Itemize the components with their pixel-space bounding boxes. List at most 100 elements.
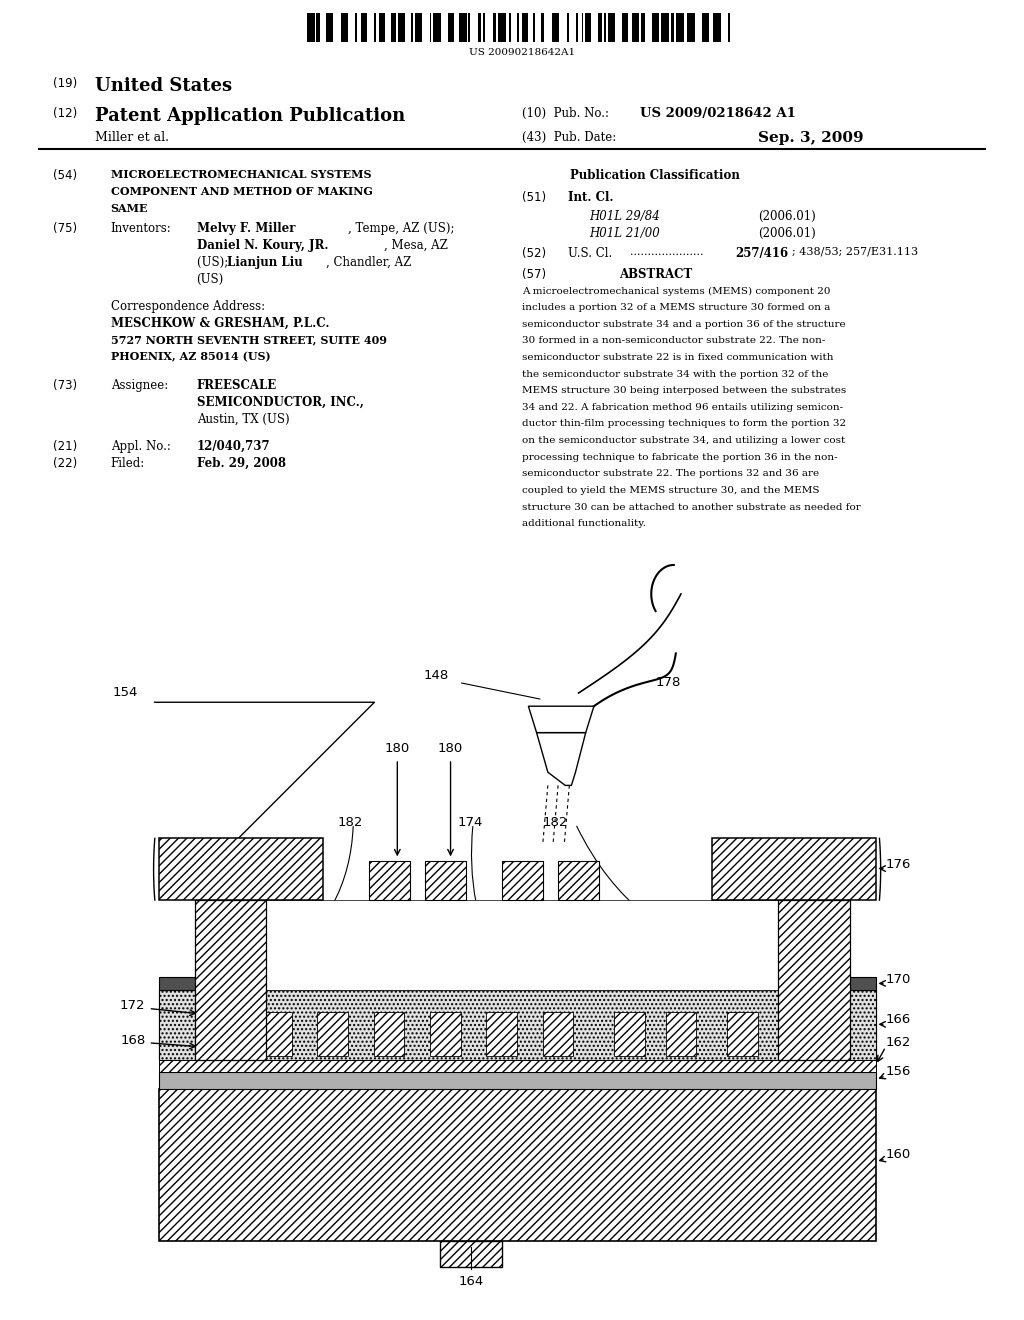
Text: Austin, TX (US): Austin, TX (US): [197, 413, 289, 426]
Text: Inventors:: Inventors:: [111, 222, 171, 235]
Bar: [702, 13, 710, 42]
Text: on the semiconductor substrate 34, and utilizing a lower cost: on the semiconductor substrate 34, and u…: [522, 436, 846, 445]
Bar: [159, 1072, 876, 1089]
Bar: [598, 13, 602, 42]
Text: Daniel N. Koury, JR.: Daniel N. Koury, JR.: [197, 239, 328, 252]
Bar: [478, 13, 481, 42]
Text: MICROELECTROMECHANICAL SYSTEMS: MICROELECTROMECHANICAL SYSTEMS: [111, 169, 371, 180]
Bar: [582, 13, 584, 42]
Bar: [641, 13, 644, 42]
Text: Patent Application Publication: Patent Application Publication: [95, 107, 406, 125]
Text: PHOENIX, AZ 85014 (US): PHOENIX, AZ 85014 (US): [111, 351, 270, 362]
Text: (43)  Pub. Date:: (43) Pub. Date:: [522, 131, 616, 144]
Bar: [652, 13, 659, 42]
Text: ABSTRACT: ABSTRACT: [618, 268, 692, 281]
Text: Int. Cl.: Int. Cl.: [568, 191, 613, 205]
Bar: [662, 13, 669, 42]
Bar: [429, 13, 431, 42]
Text: Miller et al.: Miller et al.: [95, 131, 169, 144]
Bar: [433, 13, 440, 42]
Text: 180: 180: [438, 742, 463, 755]
Bar: [502, 861, 543, 900]
Text: US 20090218642A1: US 20090218642A1: [469, 48, 575, 57]
Text: SEMICONDUCTOR, INC.,: SEMICONDUCTOR, INC.,: [197, 396, 364, 409]
Text: Correspondence Address:: Correspondence Address:: [111, 300, 265, 313]
Text: 12/040,737: 12/040,737: [197, 440, 270, 453]
Text: Melvy F. Miller: Melvy F. Miller: [197, 222, 295, 235]
Text: processing technique to fabricate the portion 36 in the non-: processing technique to fabricate the po…: [522, 453, 838, 462]
Text: COMPONENT AND METHOD OF MAKING: COMPONENT AND METHOD OF MAKING: [111, 186, 373, 197]
Bar: [195, 900, 266, 1060]
Text: 180: 180: [385, 742, 410, 755]
Text: 162: 162: [886, 1036, 911, 1049]
Text: additional functionality.: additional functionality.: [522, 519, 646, 528]
Text: (US);: (US);: [197, 256, 231, 269]
Bar: [361, 13, 367, 42]
Text: 154: 154: [113, 686, 138, 700]
Bar: [369, 861, 410, 900]
Text: 34 and 22. A fabrication method 96 entails utilizing semicon-: 34 and 22. A fabrication method 96 entai…: [522, 403, 844, 412]
Bar: [261, 1012, 292, 1056]
Text: (2006.01): (2006.01): [758, 210, 815, 223]
Text: United States: United States: [95, 77, 232, 95]
Bar: [534, 13, 536, 42]
Text: H01L 21/00: H01L 21/00: [589, 227, 659, 240]
Bar: [380, 13, 385, 42]
Bar: [614, 1012, 645, 1056]
Text: 30 formed in a non-semiconductor substrate 22. The non-: 30 formed in a non-semiconductor substra…: [522, 337, 825, 346]
Text: 156: 156: [886, 1065, 911, 1078]
Text: (12): (12): [53, 107, 78, 120]
Bar: [326, 13, 333, 42]
Bar: [355, 13, 357, 42]
Text: 164: 164: [459, 1275, 483, 1288]
Text: includes a portion 32 of a MEMS structure 30 formed on a: includes a portion 32 of a MEMS structur…: [522, 304, 830, 312]
Text: semiconductor substrate 22. The portions 32 and 36 are: semiconductor substrate 22. The portions…: [522, 470, 819, 478]
Text: (52): (52): [522, 247, 547, 260]
Bar: [566, 13, 568, 42]
Bar: [671, 13, 674, 42]
Text: H01L 29/84: H01L 29/84: [589, 210, 659, 223]
Bar: [541, 13, 545, 42]
Bar: [449, 13, 454, 42]
Text: (21): (21): [53, 440, 78, 453]
Text: MEMS structure 30 being interposed between the substrates: MEMS structure 30 being interposed betwe…: [522, 387, 847, 395]
Text: semiconductor substrate 34 and a portion 36 of the structure: semiconductor substrate 34 and a portion…: [522, 319, 846, 329]
Text: SAME: SAME: [111, 203, 148, 214]
Text: Feb. 29, 2008: Feb. 29, 2008: [197, 457, 286, 470]
Text: Sep. 3, 2009: Sep. 3, 2009: [758, 131, 863, 145]
Bar: [522, 13, 527, 42]
Bar: [430, 1012, 461, 1056]
Text: Filed:: Filed:: [111, 457, 144, 470]
Bar: [159, 1060, 876, 1072]
Text: 170: 170: [886, 973, 911, 986]
Text: ductor thin-film processing techniques to form the portion 32: ductor thin-film processing techniques t…: [522, 420, 847, 429]
Bar: [159, 838, 323, 900]
Text: MESCHKOW & GRESHAM, P.L.C.: MESCHKOW & GRESHAM, P.L.C.: [111, 317, 329, 330]
Bar: [727, 1012, 758, 1056]
Bar: [632, 13, 639, 42]
Text: the semiconductor substrate 34 with the portion 32 of the: the semiconductor substrate 34 with the …: [522, 370, 828, 379]
Bar: [623, 13, 628, 42]
Bar: [317, 1012, 348, 1056]
Text: semiconductor substrate 22 is in fixed communication with: semiconductor substrate 22 is in fixed c…: [522, 352, 834, 362]
Bar: [425, 861, 466, 900]
Bar: [159, 990, 876, 1060]
Bar: [586, 13, 591, 42]
Text: (10)  Pub. No.:: (10) Pub. No.:: [522, 107, 616, 120]
Text: 182: 182: [338, 816, 364, 829]
Text: , Tempe, AZ (US);: , Tempe, AZ (US);: [348, 222, 455, 235]
Polygon shape: [537, 733, 586, 785]
Text: (US): (US): [197, 273, 224, 286]
Bar: [390, 13, 396, 42]
Bar: [607, 13, 615, 42]
Bar: [469, 13, 470, 42]
Text: 174: 174: [458, 816, 483, 829]
Bar: [307, 13, 314, 42]
Bar: [604, 13, 605, 42]
Text: 172: 172: [120, 999, 145, 1012]
Text: (19): (19): [53, 77, 78, 90]
Text: 160: 160: [886, 1148, 911, 1162]
Text: (22): (22): [53, 457, 78, 470]
Text: FREESCALE: FREESCALE: [197, 379, 276, 392]
Text: coupled to yield the MEMS structure 30, and the MEMS: coupled to yield the MEMS structure 30, …: [522, 486, 820, 495]
